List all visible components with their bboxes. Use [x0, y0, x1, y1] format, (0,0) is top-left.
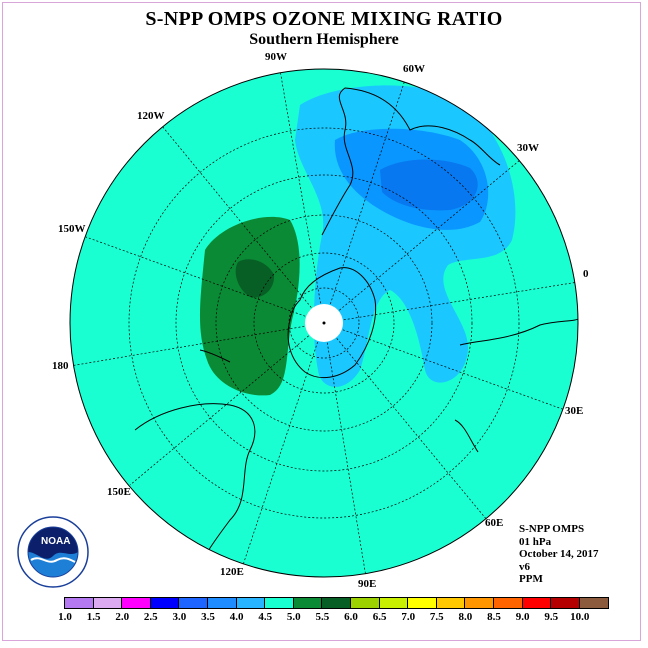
- info-units: PPM: [519, 573, 543, 585]
- meridian-180: [70, 322, 325, 367]
- info-level: 01 hPa: [519, 535, 552, 548]
- noaa-logo-text: NOAA: [41, 536, 71, 547]
- colorbar-tick-label: 3.0: [172, 611, 187, 623]
- label-120w: 120W: [137, 110, 165, 122]
- colorbar-swatch: [293, 598, 323, 608]
- meridian-60w: [323, 79, 406, 324]
- label-120e: 120E: [220, 566, 244, 578]
- label-90w: 90W: [265, 51, 287, 63]
- colorbar-swatch: [322, 598, 351, 608]
- page-frame: [2, 2, 641, 641]
- ozone-field-green-dark: [235, 259, 275, 298]
- colorbar-swatch: [93, 598, 123, 608]
- colorbar-tick-label: 9.0: [515, 611, 530, 623]
- colorbar-tick-label: 9.5: [544, 611, 559, 623]
- colorbar-swatch: [579, 598, 609, 608]
- label-60e: 60E: [485, 517, 504, 529]
- colorbar-swatch: [265, 598, 294, 608]
- coastline-africa: [459, 317, 578, 346]
- info-instrument: S-NPP OMPS: [519, 523, 585, 535]
- latitude-circle-0: [128, 127, 520, 519]
- colorbar-swatch: [436, 598, 466, 608]
- coastline-south-america: [321, 87, 501, 236]
- meridian-120e: [242, 322, 325, 566]
- colorbar-tick-label: 10.0: [570, 611, 590, 623]
- map-boundary: [69, 68, 579, 578]
- colorbar-tick-label: 4.0: [229, 611, 244, 623]
- coastline-indian-islands: [454, 419, 479, 453]
- label-90e: 90E: [358, 578, 377, 590]
- meridian-120w: [161, 125, 325, 324]
- info-version: v6: [519, 560, 530, 573]
- colorbar-swatch: [465, 598, 494, 608]
- coastline-new-zealand: [199, 349, 231, 363]
- latitude-circle-60s: [253, 252, 395, 394]
- meridian-90: [279, 69, 325, 324]
- colorbar-swatch: [408, 598, 437, 608]
- colorbar-tick-label: 5.0: [286, 611, 301, 623]
- latitude-circle-40s: [215, 214, 433, 432]
- meridian-30w: [323, 159, 521, 324]
- label-0: 0: [583, 268, 589, 280]
- latitude-circle-20s: [175, 174, 473, 472]
- colorbar-swatch: [493, 598, 523, 608]
- colorbar-swatch: [179, 598, 208, 608]
- map-title: S-NPP OMPS OZONE MIXING RATIO: [145, 8, 503, 30]
- latitude-circle-80s: [288, 287, 360, 359]
- colorbar-swatch: [551, 598, 580, 608]
- map-subtitle: Southern Hemisphere: [249, 31, 399, 48]
- colorbar-tick-label: 5.5: [315, 611, 330, 623]
- south-pole-marker: [322, 321, 326, 325]
- colorbar-swatch: [150, 598, 180, 608]
- colorbar-swatch: [236, 598, 266, 608]
- colorbar-tick-label: 2.5: [143, 611, 158, 623]
- colorbar-ticks: 1.0 1.5 2.0 2.5 3.0 3.5 4.0 4.5 5.0 5.5 6.0 6.5 7.0 7…: [0, 611, 648, 625]
- colorbar-tick-label: 1.5: [86, 611, 101, 623]
- colorbar-tick-label: 8.5: [487, 611, 501, 623]
- colorbar-swatch: [65, 598, 94, 608]
- colorbar-swatch: [522, 598, 552, 608]
- colorbar-tick-label: 7.0: [401, 611, 416, 623]
- colorbar: [64, 597, 610, 609]
- meridian-60e: [323, 322, 488, 521]
- meridian-0: [323, 281, 578, 324]
- colorbar-tick-label: 3.5: [201, 611, 215, 623]
- label-180: 180: [52, 360, 69, 372]
- colorbar-swatch: [207, 598, 237, 608]
- info-block: S-NPP OMPS 01 hPa October 14, 2017 v6 PP…: [519, 523, 599, 586]
- colorbar-swatch: [350, 598, 380, 608]
- ozone-field-blue-dark: [380, 159, 478, 211]
- label-150e: 150E: [107, 486, 131, 498]
- colorbar-tick-label: 4.5: [258, 611, 273, 623]
- label-60w: 60W: [403, 63, 425, 75]
- colorbar-tick-label: 2.0: [115, 611, 130, 623]
- colorbar-swatch: [379, 598, 409, 608]
- coastline-australia: [134, 403, 256, 577]
- noaa-logo: [17, 516, 89, 588]
- colorbar-tick-label: 6.0: [344, 611, 358, 623]
- colorbar-tick-label: 7.5: [429, 611, 444, 623]
- info-date: October 14, 2017: [519, 548, 599, 560]
- meridian-30e: [323, 322, 566, 411]
- coastline-antarctica: [287, 267, 377, 379]
- colorbar-tick-label: 6.5: [372, 611, 387, 623]
- label-150w: 150W: [58, 223, 86, 235]
- ozone-field-green: [199, 216, 300, 396]
- label-30w: 30W: [517, 142, 539, 154]
- colorbar-tick-label: 1.0: [58, 611, 72, 623]
- colorbar-swatch: [122, 598, 151, 608]
- label-30e: 30E: [565, 405, 584, 417]
- meridian-90e: [323, 322, 367, 577]
- colorbar-tick-label: 8.0: [458, 611, 473, 623]
